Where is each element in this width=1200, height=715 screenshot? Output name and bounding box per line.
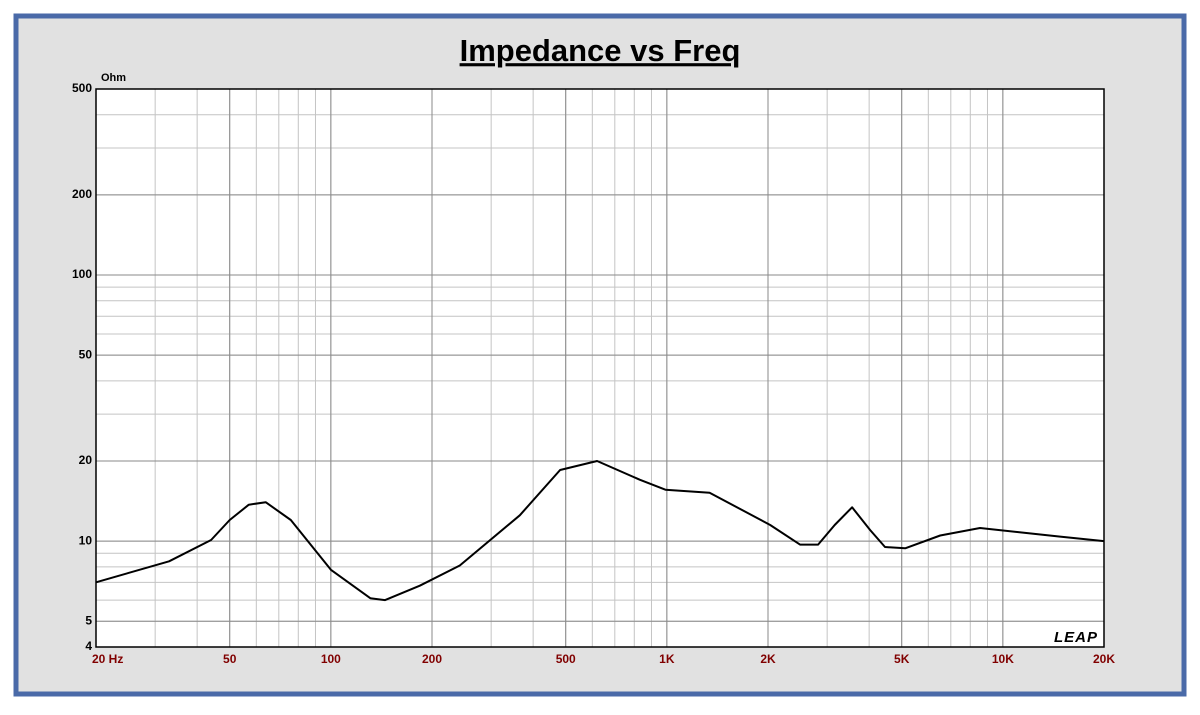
y-tick-label: 50: [79, 347, 93, 361]
plot-area: [96, 89, 1104, 647]
y-tick-label: 100: [72, 267, 92, 281]
y-tick-label: 20: [79, 453, 93, 467]
x-tick-label: 50: [223, 652, 237, 666]
x-tick-label: 100: [321, 652, 341, 666]
y-tick-label: 500: [72, 81, 92, 95]
x-tick-label: 200: [422, 652, 442, 666]
grid: [95, 88, 1105, 648]
y-tick-label: 5: [85, 613, 92, 627]
x-tick-label: 5K: [894, 652, 910, 666]
x-tick-label: 1K: [659, 652, 675, 666]
plot-border: [95, 88, 1105, 648]
x-tick-label: 500: [556, 652, 576, 666]
x-tick-label: 2K: [760, 652, 776, 666]
y-tick-label: 200: [72, 187, 92, 201]
chart-title: Impedance vs Freq: [460, 33, 741, 68]
y-tick-label: 10: [79, 533, 93, 547]
y-axis-label: Ohm: [101, 72, 126, 84]
x-tick-label: 20 Hz: [92, 652, 123, 666]
impedance-curve: [95, 460, 1105, 602]
x-tick-label: 20K: [1093, 652, 1115, 666]
y-tick-label: 4: [85, 639, 92, 653]
x-tick-label: 10K: [992, 652, 1014, 666]
logo: LEAP: [1054, 629, 1098, 646]
